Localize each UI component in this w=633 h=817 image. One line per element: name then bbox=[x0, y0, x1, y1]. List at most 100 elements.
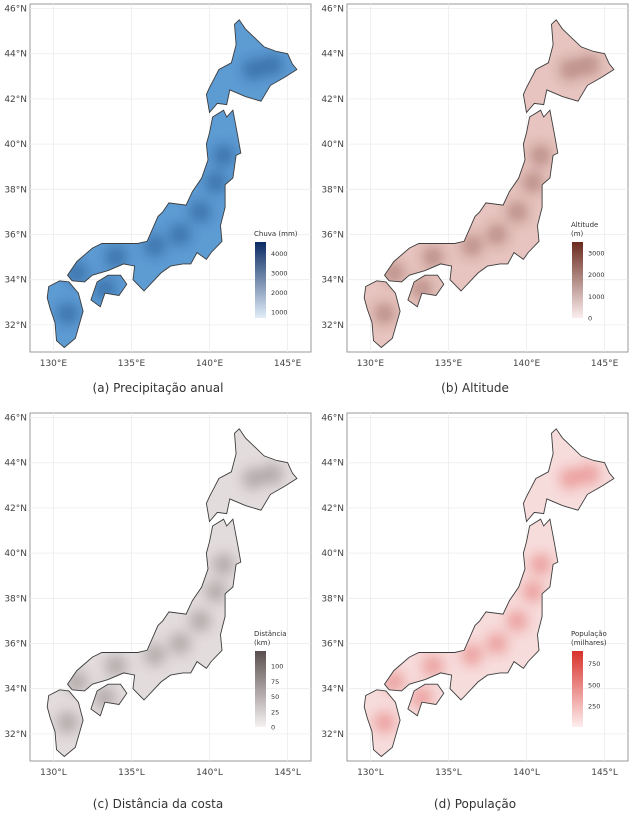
y-tick-label: 40°N bbox=[4, 549, 27, 559]
land-shading bbox=[56, 463, 283, 734]
island-outline-hokkaido bbox=[522, 19, 615, 114]
legend-title: (milhares) bbox=[571, 639, 607, 647]
legend-colorbar bbox=[255, 242, 266, 318]
legend-tick-label: 25 bbox=[271, 708, 279, 716]
y-tick-label: 36°N bbox=[321, 230, 344, 240]
x-tick-label: 130°E bbox=[357, 359, 385, 369]
y-tick-label: 38°N bbox=[321, 594, 344, 604]
legend-tick-label: 1000 bbox=[588, 293, 605, 301]
y-tick-label: 38°N bbox=[4, 185, 27, 195]
legend-tick-label: 2000 bbox=[271, 289, 288, 297]
island-outline-kyushu bbox=[46, 689, 84, 758]
legend-tick-label: 3000 bbox=[271, 270, 288, 278]
y-tick-label: 32°N bbox=[4, 730, 27, 740]
island-outline-honshu bbox=[383, 518, 559, 701]
x-tick-label: 135°E bbox=[118, 359, 146, 369]
panel-caption: (c) Distância da costa bbox=[92, 797, 224, 811]
y-tick-label: 46°N bbox=[321, 414, 344, 424]
island-outline-shikoku bbox=[407, 274, 445, 308]
island-outline-shikoku bbox=[90, 683, 128, 717]
legend-colorbar bbox=[255, 651, 266, 727]
island-outline-honshu bbox=[66, 518, 242, 701]
legend-title: Distância bbox=[254, 630, 287, 638]
y-tick-label: 42°N bbox=[321, 504, 344, 514]
y-tick-label: 40°N bbox=[321, 140, 344, 150]
island-outline-kyushu bbox=[363, 689, 401, 758]
island-outline-hokkaido bbox=[205, 428, 298, 523]
island-honshu bbox=[384, 519, 558, 700]
y-tick-label: 38°N bbox=[4, 594, 27, 604]
island-honshu bbox=[67, 110, 241, 291]
x-tick-label: 130°L bbox=[357, 768, 384, 778]
y-tick-label: 46°N bbox=[4, 5, 27, 15]
panel-coast-distance: 130°L 135°L 140°L 145°L 32°N 34°N 36°N 38°N 40°N… bbox=[0, 409, 316, 817]
panel-caption: (b) Altitude bbox=[441, 381, 509, 395]
map-chart-coast-distance: 130°L 135°L 140°L 145°L 32°N 34°N 36°N 38°N 40°N… bbox=[4, 412, 312, 778]
panel-population: 130°L 135°L 140°L 145°L 32°N 34°N 36°N 38°N 40°N… bbox=[317, 409, 633, 817]
y-tick-label: 44°N bbox=[4, 459, 27, 469]
legend-tick-label: 0 bbox=[588, 315, 592, 323]
y-tick-label: 36°N bbox=[321, 639, 344, 649]
y-tick-label: 34°N bbox=[321, 276, 344, 286]
y-tick-label: 32°N bbox=[321, 730, 344, 740]
land-shading bbox=[373, 463, 600, 734]
y-tick-label: 40°N bbox=[321, 549, 344, 559]
y-tick-label: 44°N bbox=[4, 50, 27, 60]
island-outline-kyushu bbox=[46, 280, 84, 349]
legend-tick-label: 1000 bbox=[271, 309, 288, 317]
legend-tick-label: 75 bbox=[271, 678, 279, 686]
panel-caption: (a) Precipitação anual bbox=[92, 381, 224, 395]
land-shading bbox=[373, 54, 600, 325]
legend-tick-label: 250 bbox=[588, 702, 600, 710]
y-tick-label: 34°N bbox=[4, 685, 27, 695]
panel-caption: (d) População bbox=[433, 797, 517, 811]
island-outline-shikoku bbox=[407, 683, 445, 717]
legend-tick-label: 4000 bbox=[271, 250, 288, 258]
y-tick-label: 34°N bbox=[321, 685, 344, 695]
y-tick-label: 46°N bbox=[321, 5, 344, 15]
x-tick-label: 130°L bbox=[40, 768, 67, 778]
legend-tick-label: 3000 bbox=[588, 249, 605, 257]
legend-colorbar bbox=[572, 242, 583, 318]
legend-tick-label: 2000 bbox=[588, 271, 605, 279]
island-outline-honshu bbox=[66, 109, 242, 292]
island-outline-hokkaido bbox=[522, 428, 615, 523]
y-tick-label: 42°N bbox=[321, 95, 344, 105]
panel-precipitation: 130°E 135°E 140°E 145°E 32°N 34°N 36°N 38°N 40°N… bbox=[0, 0, 316, 408]
legend-tick-label: 100 bbox=[271, 663, 283, 671]
y-tick-label: 32°N bbox=[321, 321, 344, 331]
y-tick-label: 42°N bbox=[4, 95, 27, 105]
legend-tick-label: 750 bbox=[588, 660, 600, 668]
legend-title: População bbox=[571, 630, 607, 638]
panel-altitude: 130°E 135°E 140°E 145°E 32°N 34°N 36°N 38°N 40°N… bbox=[317, 0, 633, 408]
x-tick-label: 135°E bbox=[435, 359, 463, 369]
x-tick-label: 145°E bbox=[274, 359, 302, 369]
x-tick-label: 140°L bbox=[513, 768, 540, 778]
legend-tick-label: 50 bbox=[271, 693, 279, 701]
legend-tick-label: 0 bbox=[271, 724, 275, 732]
legend-title: (m) bbox=[571, 230, 584, 238]
x-tick-label: 145°L bbox=[274, 768, 301, 778]
island-outline-hokkaido bbox=[205, 19, 298, 114]
y-tick-label: 46°N bbox=[4, 414, 27, 424]
y-tick-label: 40°N bbox=[4, 140, 27, 150]
x-tick-label: 140°E bbox=[196, 359, 224, 369]
map-chart-altitude: 130°E 135°E 140°E 145°E 32°N 34°N 36°N 38°N 40°N… bbox=[321, 3, 629, 369]
x-tick-label: 145°L bbox=[591, 768, 618, 778]
y-tick-label: 44°N bbox=[321, 459, 344, 469]
y-tick-label: 42°N bbox=[4, 504, 27, 514]
y-tick-label: 32°N bbox=[4, 321, 27, 331]
legend-title: Altitude bbox=[571, 221, 598, 229]
legend-title: (km) bbox=[254, 639, 271, 647]
x-tick-label: 135°L bbox=[118, 768, 145, 778]
island-honshu bbox=[384, 110, 558, 291]
x-tick-label: 130°E bbox=[40, 359, 68, 369]
x-tick-label: 135°L bbox=[435, 768, 462, 778]
y-tick-label: 34°N bbox=[4, 276, 27, 286]
y-tick-label: 44°N bbox=[321, 50, 344, 60]
x-tick-label: 140°E bbox=[513, 359, 541, 369]
island-outline-honshu bbox=[383, 109, 559, 292]
legend-tick-label: 500 bbox=[588, 681, 600, 689]
island-honshu bbox=[67, 519, 241, 700]
legend-colorbar bbox=[572, 651, 583, 727]
